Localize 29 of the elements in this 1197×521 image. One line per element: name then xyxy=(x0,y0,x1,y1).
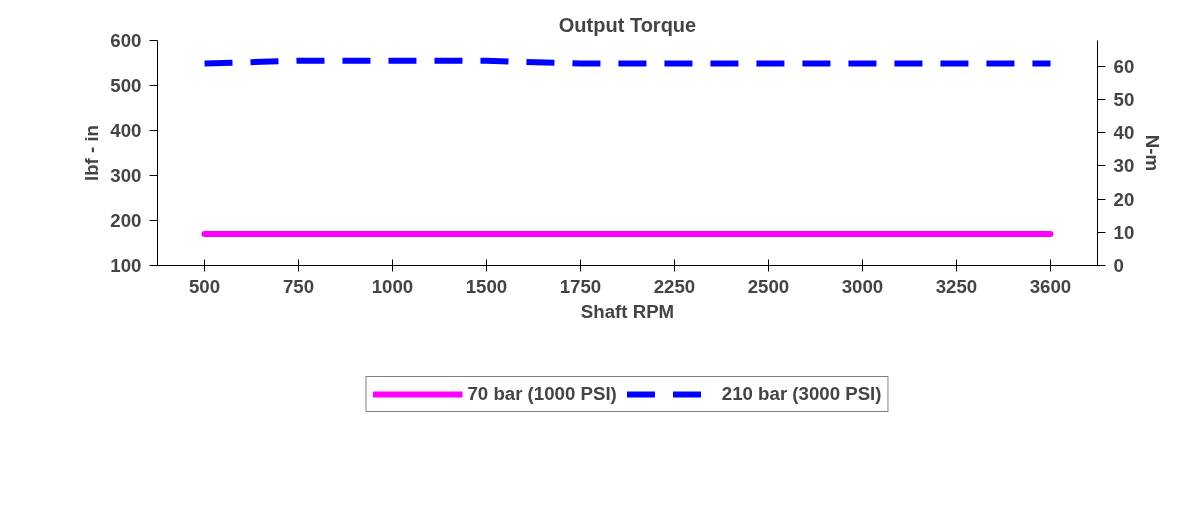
x-tick-label: 3000 xyxy=(841,275,884,297)
legend-label: 70 bar (1000 PSI) xyxy=(467,383,617,405)
x-tick-label: 1750 xyxy=(559,275,602,297)
x-tick-label: 1000 xyxy=(371,275,414,297)
x-tick-label: 1500 xyxy=(465,275,508,297)
y2-tick-label: 30 xyxy=(1113,155,1135,177)
y2-tick-label: 50 xyxy=(1113,88,1135,110)
x-tick-label: 750 xyxy=(282,275,315,297)
y2-tick-label: 40 xyxy=(1113,122,1135,144)
y2-tick-label: 60 xyxy=(1113,55,1135,77)
x-tick-label: 500 xyxy=(188,275,221,297)
chart-title: Output Torque xyxy=(558,13,697,36)
x-axis-title: Shaft RPM xyxy=(580,300,675,322)
y-tick-label: 400 xyxy=(110,120,142,141)
x-tick-label: 3600 xyxy=(1029,275,1072,297)
y2-tick-label: 10 xyxy=(1113,221,1135,243)
y-tick-label: 600 xyxy=(110,30,142,51)
y2-tick-label: 0 xyxy=(1113,255,1124,276)
x-tick-label: 2500 xyxy=(747,275,790,297)
x-tick-label: 2250 xyxy=(653,275,696,297)
y2-axis-title: N-m xyxy=(1142,134,1164,172)
y-tick-label: 500 xyxy=(110,75,142,96)
y-axis-title: lbf - in xyxy=(81,125,103,181)
y-tick-label: 300 xyxy=(110,165,142,186)
y2-tick-label: 20 xyxy=(1113,188,1135,210)
legend-label: 210 bar (3000 PSI) xyxy=(721,383,882,405)
x-tick-label: 3250 xyxy=(935,275,978,297)
y-tick-label: 200 xyxy=(110,210,142,231)
y-tick-label: 100 xyxy=(110,255,142,276)
